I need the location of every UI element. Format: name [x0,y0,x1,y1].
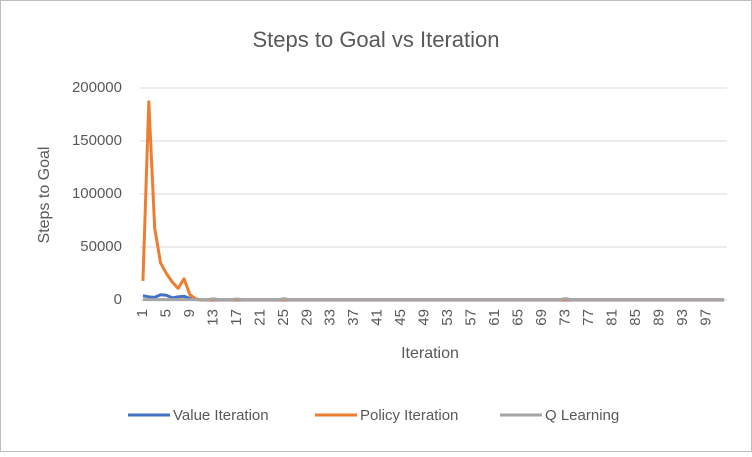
y-tick-label: 50000 [80,238,122,255]
chart-title: Steps to Goal vs Iteration [252,27,499,52]
y-tick-label: 0 [114,291,122,308]
x-tick-label: 21 [251,309,268,326]
x-tick-label: 97 [697,309,714,326]
x-tick-label: 73 [557,309,574,326]
x-tick-label: 89 [650,309,667,326]
y-tick-label: 100000 [72,185,122,202]
x-tick-label: 29 [298,309,315,326]
x-tick-label: 93 [674,309,691,326]
x-tick-label: 17 [228,309,245,326]
x-tick-label: 9 [181,309,198,317]
y-axis-title: Steps to Goal [36,147,53,244]
x-tick-label: 77 [580,309,597,326]
x-tick-label: 45 [392,309,409,326]
series-line [142,297,725,302]
x-tick-label: 69 [533,309,550,326]
x-tick-label: 65 [510,309,527,326]
x-tick-label: 81 [604,309,621,326]
x-tick-label: 85 [627,309,644,326]
legend-label: Policy Iteration [360,407,458,424]
x-tick-label: 53 [439,309,456,326]
x-tick-label: 1 [134,309,151,317]
x-tick-label: 41 [369,309,386,326]
x-tick-label: 25 [275,309,292,326]
x-axis-title: Iteration [401,345,459,362]
x-tick-label: 37 [345,309,362,326]
x-tick-label: 49 [416,309,433,326]
y-tick-label: 200000 [72,79,122,96]
x-tick-label: 13 [204,309,221,326]
x-tick-label: 61 [486,309,503,326]
legend-label: Value Iteration [173,407,269,424]
x-tick-label: 33 [322,309,339,326]
x-tick-label: 57 [463,309,480,326]
x-tick-label: 5 [157,309,174,317]
legend-label: Q Learning [545,407,619,424]
y-tick-label: 150000 [72,132,122,149]
